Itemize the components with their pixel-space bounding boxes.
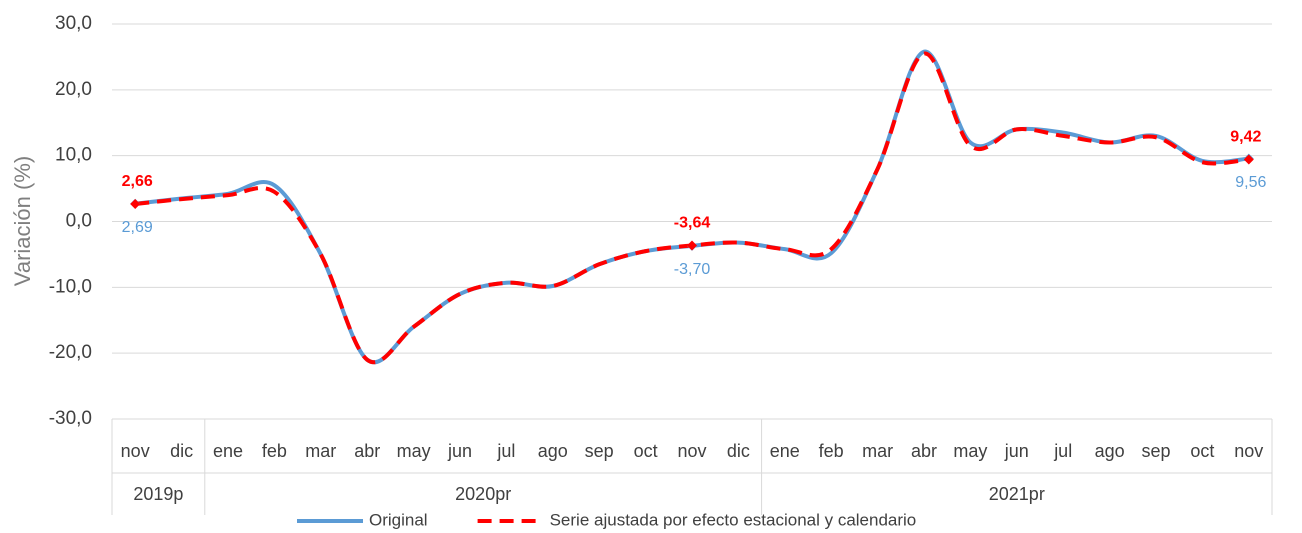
x-tick-label: dic	[727, 441, 750, 461]
x-tick-label: ene	[213, 441, 243, 461]
x-tick-label: sep	[585, 441, 614, 461]
x-tick-label: feb	[819, 441, 844, 461]
x-tick-label: feb	[262, 441, 287, 461]
x-tick-label: oct	[634, 441, 658, 461]
point-marker	[1243, 154, 1254, 165]
data-label: 9,42	[1230, 129, 1261, 146]
data-label: 9,56	[1235, 174, 1266, 191]
y-tick-label: 30,0	[55, 13, 92, 34]
x-tick-label: nov	[677, 441, 706, 461]
point-marker	[687, 240, 697, 251]
data-label: 2,66	[122, 173, 153, 190]
legend-label: Serie ajustada por efecto estacional y c…	[550, 510, 917, 529]
x-tick-label: jun	[447, 441, 472, 461]
x-tick-label: jul	[1053, 441, 1072, 461]
x-tick-label: abr	[354, 441, 380, 461]
x-tick-label: nov	[121, 441, 150, 461]
group-label: 2020pr	[455, 484, 511, 504]
x-tick-label: ene	[770, 441, 800, 461]
legend-label: Original	[369, 510, 428, 529]
x-tick-label: jul	[496, 441, 515, 461]
x-tick-label: mar	[305, 441, 336, 461]
x-tick-label: ago	[538, 441, 568, 461]
y-tick-label: 10,0	[55, 145, 92, 166]
x-tick-label: ago	[1095, 441, 1125, 461]
group-label: 2021pr	[989, 484, 1045, 504]
data-label: 2,69	[122, 219, 153, 236]
y-tick-label: 20,0	[55, 79, 92, 100]
x-tick-label: abr	[911, 441, 937, 461]
x-tick-label: nov	[1234, 441, 1263, 461]
point-marker	[130, 198, 141, 209]
y-tick-label: -10,0	[49, 276, 92, 297]
data-label: -3,70	[674, 261, 711, 278]
x-tick-label: mar	[862, 441, 893, 461]
x-tick-label: jun	[1004, 441, 1029, 461]
x-tick-label: dic	[170, 441, 193, 461]
y-tick-label: -30,0	[49, 408, 92, 429]
x-tick-label: may	[953, 441, 987, 461]
x-tick-label: may	[397, 441, 431, 461]
y-tick-label: 0,0	[66, 211, 92, 232]
series-line	[134, 49, 1249, 365]
x-tick-label: oct	[1190, 441, 1214, 461]
group-label: 2019p	[133, 484, 183, 504]
series-line	[134, 51, 1250, 365]
y-tick-label: -20,0	[49, 342, 92, 363]
data-label: -3,64	[674, 215, 711, 232]
x-tick-label: sep	[1141, 441, 1170, 461]
y-axis-title: Variación (%)	[10, 156, 35, 286]
